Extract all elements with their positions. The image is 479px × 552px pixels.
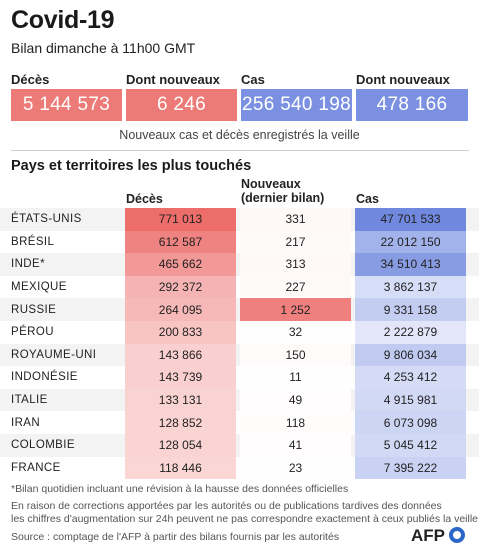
column-header-deaths: Décès xyxy=(126,192,163,206)
page-subtitle: Bilan dimanche à 11h00 GMT xyxy=(11,40,196,56)
row-new-cell: 217 xyxy=(240,230,351,254)
summary-label-new-cases: Dont nouveaux xyxy=(356,72,450,87)
row-deaths-cell: 143 739 xyxy=(125,366,236,389)
divider xyxy=(11,150,469,151)
row-new-cell: 11 xyxy=(240,366,351,389)
row-deaths-cell: 128 054 xyxy=(125,434,236,457)
row-cases-cell: 5 045 412 xyxy=(355,434,466,457)
row-deaths-cell: 200 833 xyxy=(125,321,236,344)
summary-label-new-deaths: Dont nouveaux xyxy=(126,72,220,87)
row-new-cell: 41 xyxy=(240,434,351,457)
row-cases-cell: 7 395 222 xyxy=(355,456,466,480)
summary-box-new-cases: 478 166 xyxy=(356,89,468,121)
row-country: MEXIQUE xyxy=(11,281,67,294)
row-deaths-cell: 133 131 xyxy=(125,388,236,412)
row-new-cell: 1 252 xyxy=(240,298,351,321)
footnote-corrections-line2: les chiffres d'augmentation sur 24h peuv… xyxy=(11,513,479,525)
row-country: INDE* xyxy=(11,258,45,271)
row-deaths-cell: 771 013 xyxy=(125,208,236,231)
row-country: ROYAUME-UNI xyxy=(11,348,97,361)
page-title: Covid-19 xyxy=(11,6,115,34)
row-cases-cell: 6 073 098 xyxy=(355,411,466,434)
section-title: Pays et territoires les plus touchés xyxy=(11,158,252,174)
summary-label-deaths: Décès xyxy=(11,72,50,87)
row-cases-cell: 22 012 150 xyxy=(355,230,466,254)
row-cases-cell: 34 510 413 xyxy=(355,253,466,276)
row-new-cell: 150 xyxy=(240,343,351,367)
row-deaths-cell: 264 095 xyxy=(125,298,236,321)
row-country: IRAN xyxy=(11,416,41,429)
row-new-cell: 23 xyxy=(240,456,351,480)
row-deaths-cell: 612 587 xyxy=(125,230,236,254)
summary-label-cases: Cas xyxy=(241,72,265,87)
row-country: FRANCE xyxy=(11,461,61,474)
column-header-cases: Cas xyxy=(356,192,379,206)
row-cases-cell: 2 222 879 xyxy=(355,321,466,344)
row-deaths-cell: 465 662 xyxy=(125,253,236,276)
row-country: BRÉSIL xyxy=(11,235,55,248)
row-new-cell: 227 xyxy=(240,275,351,299)
row-deaths-cell: 143 866 xyxy=(125,343,236,367)
row-country: INDONÉSIE xyxy=(11,371,78,384)
row-country: ÉTATS-UNIS xyxy=(11,213,82,226)
footnote-corrections: En raison de corrections apportées par l… xyxy=(11,500,478,526)
summary-box-deaths: 5 144 573 xyxy=(11,89,122,121)
column-header-new-line2: (dernier bilan) xyxy=(241,191,325,205)
summary-note: Nouveaux cas et décès enregistrés la vei… xyxy=(119,128,360,142)
afp-logo-text: AFP xyxy=(411,526,445,545)
source-note: Source : comptage de l'AFP à partir des … xyxy=(11,531,340,543)
row-new-cell: 32 xyxy=(240,321,351,344)
row-cases-cell: 9 331 158 xyxy=(355,298,466,321)
row-deaths-cell: 118 446 xyxy=(125,456,236,480)
row-deaths-cell: 292 372 xyxy=(125,275,236,299)
row-cases-cell: 9 806 034 xyxy=(355,343,466,367)
column-header-new-line1: Nouveaux xyxy=(241,177,301,191)
summary-box-new-deaths: 6 246 xyxy=(126,89,237,121)
row-country: COLOMBIE xyxy=(11,439,75,452)
afp-logo: AFP xyxy=(411,526,465,545)
row-cases-cell: 4 915 981 xyxy=(355,388,466,412)
row-new-cell: 331 xyxy=(240,208,351,231)
row-new-cell: 49 xyxy=(240,388,351,412)
row-cases-cell: 4 253 412 xyxy=(355,366,466,389)
row-new-cell: 313 xyxy=(240,253,351,276)
row-cases-cell: 3 862 137 xyxy=(355,275,466,299)
column-header-new: Nouveaux (dernier bilan) xyxy=(241,177,324,205)
footnote-revision: *Bilan quotidien incluant une révision à… xyxy=(11,483,349,495)
row-deaths-cell: 128 852 xyxy=(125,411,236,434)
row-country: PÉROU xyxy=(11,326,54,339)
row-country: ITALIE xyxy=(11,394,48,407)
row-cases-cell: 47 701 533 xyxy=(355,208,466,231)
footnote-corrections-line1: En raison de corrections apportées par l… xyxy=(11,500,442,512)
row-new-cell: 118 xyxy=(240,411,351,434)
summary-box-cases: 256 540 198 xyxy=(241,89,352,121)
row-country: RUSSIE xyxy=(11,303,57,316)
